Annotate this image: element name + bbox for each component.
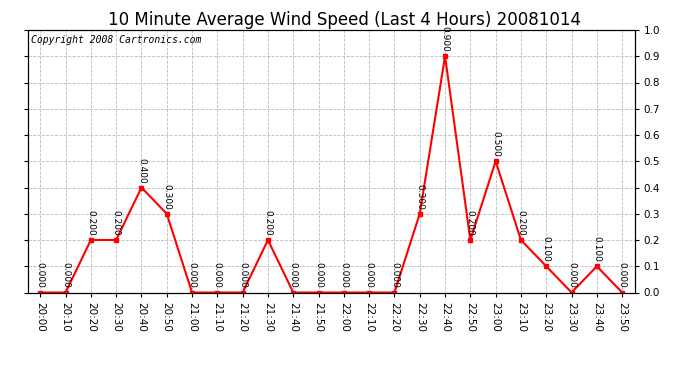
Text: 0.200: 0.200 xyxy=(86,210,95,236)
Text: 10 Minute Average Wind Speed (Last 4 Hours) 20081014: 10 Minute Average Wind Speed (Last 4 Hou… xyxy=(108,11,582,29)
Text: 0.000: 0.000 xyxy=(36,262,45,288)
Text: 0.000: 0.000 xyxy=(339,262,348,288)
Text: 0.000: 0.000 xyxy=(188,262,197,288)
Text: 0.100: 0.100 xyxy=(592,236,602,262)
Text: 0.200: 0.200 xyxy=(466,210,475,236)
Text: 0.200: 0.200 xyxy=(516,210,526,236)
Text: 0.400: 0.400 xyxy=(137,158,146,183)
Text: 0.000: 0.000 xyxy=(390,262,399,288)
Text: 0.200: 0.200 xyxy=(264,210,273,236)
Text: 0.500: 0.500 xyxy=(491,131,500,157)
Text: 0.100: 0.100 xyxy=(542,236,551,262)
Text: 0.000: 0.000 xyxy=(567,262,576,288)
Text: 0.000: 0.000 xyxy=(314,262,323,288)
Text: 0.200: 0.200 xyxy=(112,210,121,236)
Text: 0.000: 0.000 xyxy=(213,262,222,288)
Text: 0.000: 0.000 xyxy=(61,262,70,288)
Text: 0.300: 0.300 xyxy=(162,184,171,210)
Text: 0.900: 0.900 xyxy=(440,26,450,52)
Text: 0.000: 0.000 xyxy=(238,262,247,288)
Text: Copyright 2008 Cartronics.com: Copyright 2008 Cartronics.com xyxy=(30,35,201,45)
Text: 0.000: 0.000 xyxy=(288,262,298,288)
Text: 0.000: 0.000 xyxy=(364,262,374,288)
Text: 0.300: 0.300 xyxy=(415,184,424,210)
Text: 0.000: 0.000 xyxy=(618,262,627,288)
